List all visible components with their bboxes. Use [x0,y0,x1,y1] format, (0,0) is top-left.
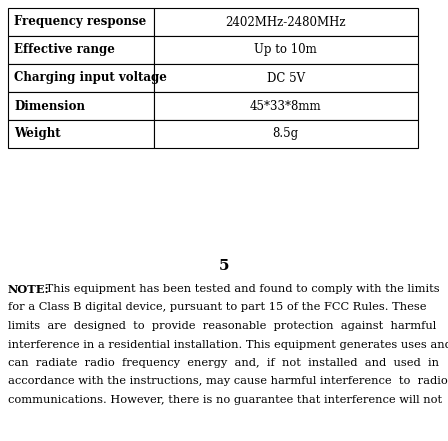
Bar [8,92,154,120]
Text: Frequency response: Frequency response [14,15,146,29]
Bar [8,120,154,148]
Text: Up to 10m: Up to 10m [254,44,317,56]
Text: communications. However, there is no guarantee that interference will not: communications. However, there is no gua… [8,395,446,405]
Text: NOTE:: NOTE: [8,284,50,295]
Text: Weight: Weight [14,127,60,141]
Text: 2402MHz-2480MHz: 2402MHz-2480MHz [225,15,346,29]
Bar [8,64,154,92]
Text: This equipment has been tested and found to comply with the limits: This equipment has been tested and found… [42,284,439,294]
Text: Effective range: Effective range [14,44,115,56]
Bar [154,92,418,120]
Bar [154,8,418,36]
Text: for a Class B digital device, pursuant to part 15 of the FCC Rules. These: for a Class B digital device, pursuant t… [8,303,426,313]
Bar [8,8,154,36]
Text: can  radiate  radio  frequency  energy  and,  if  not  installed  and  used  in: can radiate radio frequency energy and, … [8,358,439,368]
Text: DC 5V: DC 5V [267,71,305,85]
Bar [8,36,154,64]
Text: Dimension: Dimension [14,100,85,112]
Text: Charging input voltage: Charging input voltage [14,71,167,85]
Text: accordance with the instructions, may cause harmful interference  to  radio: accordance with the instructions, may ca… [8,377,448,386]
Text: 5: 5 [219,259,229,273]
Text: 8.5g: 8.5g [273,127,299,141]
Bar [154,64,418,92]
Text: limits  are  designed  to  provide  reasonable  protection  against  harmful: limits are designed to provide reasonabl… [8,321,436,331]
Bar [154,120,418,148]
Text: 45*33*8mm: 45*33*8mm [250,100,322,112]
Text: interference in a residential installation. This equipment generates uses and: interference in a residential installati… [8,340,448,350]
Bar [154,36,418,64]
